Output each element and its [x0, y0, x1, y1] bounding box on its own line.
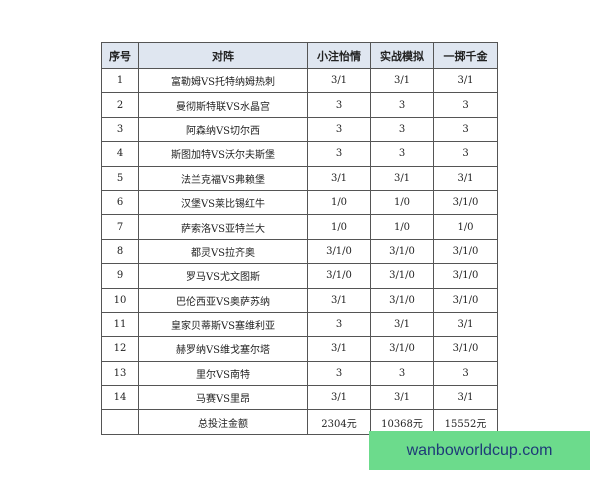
table-cell: 3/1: [307, 336, 371, 362]
table-cell: 3/1: [433, 311, 498, 338]
table-cell: 3/1: [307, 385, 371, 411]
table-cell: 2304元: [307, 409, 371, 435]
table-cell: 3/1: [433, 165, 498, 191]
table-cell: 3/1/0: [370, 287, 434, 313]
table-cell: 14: [101, 385, 139, 411]
table-cell: 3/1/0: [433, 336, 498, 362]
table-cell: 9: [101, 263, 139, 289]
table-cell: 皇家贝蒂斯VS塞维利亚: [138, 311, 308, 338]
watermark: wanboworldcup.com: [369, 431, 590, 470]
column-header: 一掷千金: [433, 42, 498, 69]
table-cell: 阿森纳VS切尔西: [138, 116, 308, 143]
table-cell: 15552元: [433, 409, 498, 435]
table-cell: 13: [101, 360, 139, 387]
table-cell: 3/1: [307, 67, 371, 94]
table-cell: 7: [101, 214, 139, 240]
table-row: 9 罗马VS尤文图斯 3/1/0 3/1/0 3/1/0: [101, 263, 498, 289]
table-row: 13 里尔VS南特 3 3 3: [101, 360, 498, 387]
table-cell: 3/1/0: [433, 238, 498, 265]
header-row: 序号 对阵 小注怡情 实战模拟 一掷千金: [101, 42, 498, 69]
table-cell: 3: [370, 141, 434, 167]
table-cell: 3: [307, 92, 371, 118]
table-cell: 3/1: [307, 287, 371, 313]
table-row: 2 曼彻斯特联VS水晶宫 3 3 3: [101, 92, 498, 118]
table-cell: 汉堡VS莱比锡红牛: [138, 189, 308, 216]
table-cell: 富勒姆VS托特纳姆热刺: [138, 67, 308, 94]
table-cell: 3/1: [370, 311, 434, 338]
table-cell: 巴伦西亚VS奥萨苏纳: [138, 287, 308, 313]
table-cell: 1/0: [370, 189, 434, 216]
table-row: 1 富勒姆VS托特纳姆热刺 3/1 3/1 3/1: [101, 67, 498, 94]
table-cell: 法兰克福VS弗赖堡: [138, 165, 308, 191]
table-cell: 6: [101, 189, 139, 216]
table-row: 6 汉堡VS莱比锡红牛 1/0 1/0 3/1/0: [101, 189, 498, 216]
table-cell: 5: [101, 165, 139, 191]
table-cell: 3/1: [370, 165, 434, 191]
table-row: 7 萨索洛VS亚特兰大 1/0 1/0 1/0: [101, 214, 498, 240]
table-cell: 3: [433, 116, 498, 143]
column-header: 小注怡情: [307, 42, 371, 69]
table-cell: 1/0: [307, 214, 371, 240]
table-cell: 斯图加特VS沃尔夫斯堡: [138, 141, 308, 167]
table-cell: 2: [101, 92, 139, 118]
betting-table: 序号 对阵 小注怡情 实战模拟 一掷千金 1 富勒姆VS托特纳姆热刺 3/1 3/1 3/1 2 曼…: [101, 42, 498, 435]
table-cell: 3: [433, 92, 498, 118]
table-cell: 3: [307, 116, 371, 143]
table-cell: 萨索洛VS亚特兰大: [138, 214, 308, 240]
table-cell: 8: [101, 238, 139, 265]
table-cell: 总投注金额: [138, 409, 308, 435]
table-cell: 3: [433, 141, 498, 167]
table-cell: 3/1: [433, 385, 498, 411]
table-row: 14 马赛VS里昂 3/1 3/1 3/1: [101, 385, 498, 411]
table-cell: 1: [101, 67, 139, 94]
table-cell: 3/1: [307, 165, 371, 191]
table-cell: [101, 409, 139, 435]
table-row: 12 赫罗纳VS维戈塞尔塔 3/1 3/1/0 3/1/0: [101, 336, 498, 362]
table-cell: 3/1/0: [433, 287, 498, 313]
table-cell: 3/1: [433, 67, 498, 94]
table-cell: 12: [101, 336, 139, 362]
total-row: 总投注金额 2304元 10368元 15552元: [101, 409, 498, 435]
table-cell: 3: [370, 360, 434, 387]
table-cell: 3/1: [370, 67, 434, 94]
table-cell: 4: [101, 141, 139, 167]
table-cell: 3: [370, 116, 434, 143]
table-row: 10 巴伦西亚VS奥萨苏纳 3/1 3/1/0 3/1/0: [101, 287, 498, 313]
column-header: 对阵: [138, 42, 308, 69]
table-cell: 3: [370, 92, 434, 118]
column-header: 实战模拟: [370, 42, 434, 69]
table-cell: 3: [433, 360, 498, 387]
table-cell: 马赛VS里昂: [138, 385, 308, 411]
table-cell: 里尔VS南特: [138, 360, 308, 387]
table-row: 4 斯图加特VS沃尔夫斯堡 3 3 3: [101, 141, 498, 167]
table-cell: 11: [101, 311, 139, 338]
table-cell: 3/1/0: [433, 189, 498, 216]
table-cell: 3: [307, 311, 371, 338]
table-cell: 3/1/0: [370, 263, 434, 289]
table-cell: 3/1/0: [307, 263, 371, 289]
table-cell: 3/1/0: [307, 238, 371, 265]
table-cell: 10: [101, 287, 139, 313]
table-cell: 10368元: [370, 409, 434, 435]
table-cell: 曼彻斯特联VS水晶宫: [138, 92, 308, 118]
table-cell: 3: [307, 141, 371, 167]
table-cell: 1/0: [433, 214, 498, 240]
table-cell: 都灵VS拉齐奥: [138, 238, 308, 265]
table-cell: 3: [101, 116, 139, 143]
table-cell: 3/1/0: [370, 336, 434, 362]
table-cell: 3: [307, 360, 371, 387]
column-header: 序号: [101, 42, 139, 69]
table-cell: 3/1/0: [433, 263, 498, 289]
table-cell: 3/1: [370, 385, 434, 411]
table-cell: 罗马VS尤文图斯: [138, 263, 308, 289]
table-cell: 赫罗纳VS维戈塞尔塔: [138, 336, 308, 362]
table-cell: 3/1/0: [370, 238, 434, 265]
table-cell: 1/0: [370, 214, 434, 240]
table-row: 11 皇家贝蒂斯VS塞维利亚 3 3/1 3/1: [101, 311, 498, 338]
table-row: 3 阿森纳VS切尔西 3 3 3: [101, 116, 498, 143]
table-row: 8 都灵VS拉齐奥 3/1/0 3/1/0 3/1/0: [101, 238, 498, 265]
table-row: 5 法兰克福VS弗赖堡 3/1 3/1 3/1: [101, 165, 498, 191]
table-cell: 1/0: [307, 189, 371, 216]
